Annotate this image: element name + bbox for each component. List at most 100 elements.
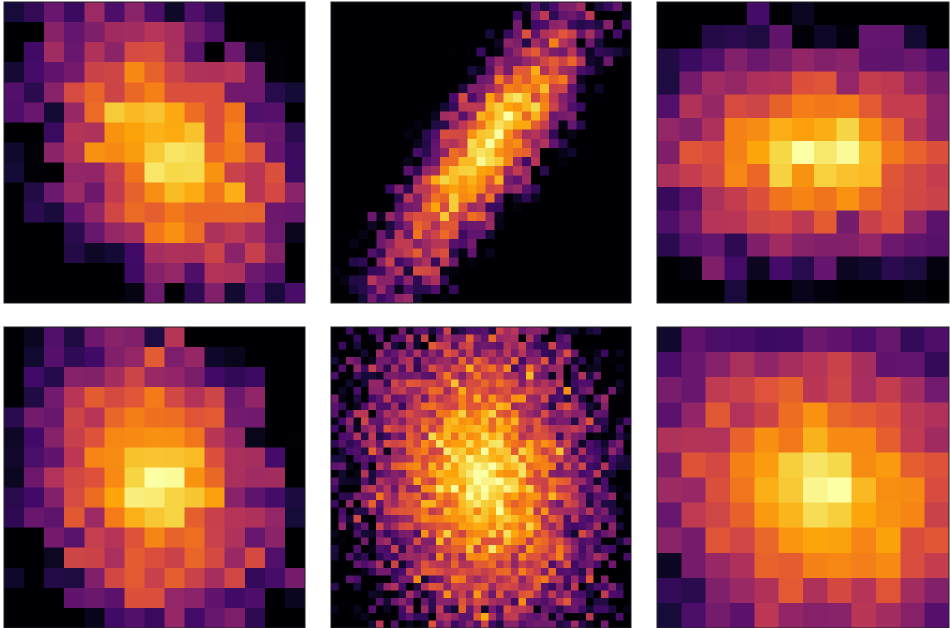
pixel [331, 349, 340, 358]
pixel [476, 230, 487, 240]
pixel [451, 567, 460, 576]
pixel [458, 129, 468, 140]
pixel [264, 367, 286, 388]
pixel [284, 2, 306, 23]
pixel [803, 402, 828, 428]
pixel [567, 202, 578, 213]
pixel [612, 166, 623, 176]
pixel [385, 138, 396, 149]
pixel [586, 567, 595, 576]
pixel [612, 2, 623, 12]
pixel [803, 477, 828, 504]
pixel [449, 193, 459, 204]
pixel [443, 349, 452, 358]
pixel [144, 22, 166, 43]
pixel [443, 364, 452, 373]
pixel [353, 417, 362, 426]
pixel [406, 477, 415, 486]
pixel [368, 409, 377, 418]
pixel [603, 65, 614, 76]
pixel [679, 187, 703, 211]
pixel [331, 469, 340, 479]
pixel [144, 447, 166, 469]
pixel [481, 560, 490, 569]
pixel [124, 387, 146, 408]
pixel [578, 485, 587, 494]
pixel [24, 327, 45, 348]
pixel [144, 327, 166, 348]
pixel [376, 284, 387, 295]
pixel [473, 357, 482, 366]
pixel [391, 454, 400, 464]
pixel [224, 42, 246, 63]
pixel [521, 111, 532, 122]
pixel [485, 84, 496, 94]
pixel [533, 394, 542, 403]
pixel [331, 537, 340, 546]
pixel [511, 507, 520, 516]
pixel [924, 502, 950, 529]
pixel [476, 111, 487, 122]
pixel [385, 20, 396, 30]
pixel [540, 2, 550, 12]
pixel [353, 530, 362, 539]
pixel [503, 84, 514, 94]
pixel [503, 11, 514, 21]
pixel [481, 409, 490, 418]
pixel [593, 485, 602, 494]
pixel [449, 293, 459, 304]
pixel [467, 257, 478, 268]
pixel [124, 547, 146, 569]
pixel [724, 256, 748, 281]
pixel [368, 364, 377, 373]
pixel [473, 379, 482, 388]
pixel [458, 462, 467, 471]
pixel [403, 266, 414, 277]
pixel [383, 364, 392, 373]
pixel [331, 147, 341, 158]
pixel [593, 364, 602, 373]
pixel [701, 279, 725, 304]
pixel [503, 492, 512, 501]
pixel [488, 575, 497, 584]
pixel [603, 157, 614, 167]
pixel [264, 82, 286, 103]
pixel [367, 2, 378, 12]
pixel [466, 334, 475, 343]
pixel [84, 42, 105, 63]
pixel [358, 275, 368, 286]
pixel [608, 522, 617, 531]
pixel [104, 507, 125, 529]
pixel [394, 93, 405, 103]
pixel [428, 342, 437, 351]
pixel [466, 409, 475, 418]
pixel [526, 402, 535, 411]
pixel [421, 424, 430, 433]
pixel [353, 349, 362, 358]
pixel [443, 537, 452, 546]
pixel [485, 93, 496, 103]
pixel [204, 202, 226, 224]
pixel [368, 522, 377, 531]
pixel [394, 211, 405, 222]
pixel [353, 477, 362, 486]
pixel [443, 334, 452, 343]
pixel [518, 447, 527, 456]
pixel [331, 175, 341, 186]
pixel [548, 364, 557, 373]
pixel [264, 242, 286, 264]
pixel [391, 567, 400, 576]
pixel [563, 575, 572, 584]
pixel [485, 157, 496, 167]
pixel [881, 256, 905, 281]
pixel [485, 266, 496, 277]
pixel [124, 567, 146, 589]
pixel [503, 409, 512, 418]
pixel [612, 175, 623, 186]
pixel [406, 469, 415, 479]
pixel [541, 507, 550, 516]
pixel [406, 379, 415, 388]
pixel [284, 122, 306, 144]
pixel [601, 485, 610, 494]
pixel [621, 93, 632, 103]
